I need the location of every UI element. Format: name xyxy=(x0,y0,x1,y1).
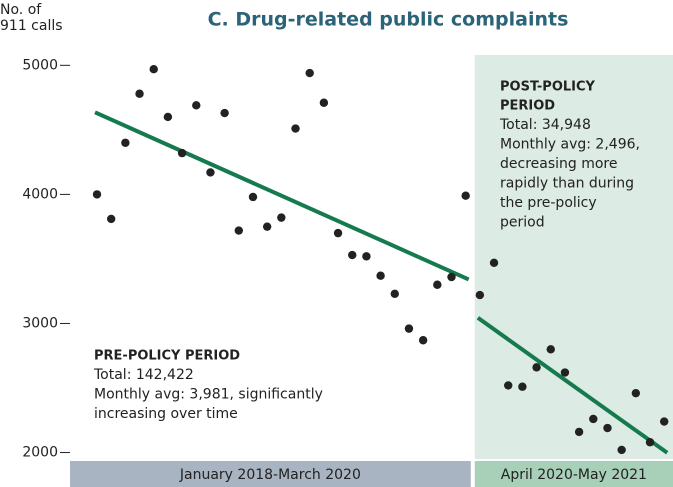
period-bar xyxy=(474,461,673,487)
data-point xyxy=(418,336,428,345)
data-point xyxy=(631,388,641,398)
data-point xyxy=(617,445,626,455)
annotation-heading: PRE-POLICY PERIOD xyxy=(94,349,240,364)
y-tick-label: 5000 xyxy=(22,57,58,73)
data-point xyxy=(106,214,116,224)
period-label: January 2018-March 2020 xyxy=(179,467,361,483)
annotation-text: decreasing more xyxy=(500,156,618,172)
data-point xyxy=(192,101,201,110)
data-point xyxy=(277,213,286,222)
y-tick-label: 2000 xyxy=(22,445,58,461)
data-point xyxy=(262,222,272,231)
data-point xyxy=(504,381,513,390)
annotation-text: Total: 142,422 xyxy=(93,367,194,383)
data-point xyxy=(248,192,258,202)
data-point xyxy=(92,190,102,199)
data-point xyxy=(447,272,456,282)
data-point xyxy=(121,138,130,147)
data-point xyxy=(518,382,527,391)
data-point xyxy=(220,108,229,118)
annotation-text: period xyxy=(500,215,545,231)
data-point xyxy=(234,226,243,235)
annotation-text: Monthly avg: 3,981, significantly xyxy=(94,387,323,403)
data-point xyxy=(376,271,385,280)
trend-line xyxy=(476,316,669,455)
data-point xyxy=(645,438,655,447)
trend-line xyxy=(94,110,470,282)
annotation-text: Monthly avg: 2,496, xyxy=(500,137,640,153)
chart-title: C. Drug-related public complaints xyxy=(208,9,569,31)
period-background xyxy=(70,55,471,459)
annotation-text: Total: 34,948 xyxy=(499,117,591,133)
annotation-text: rapidly than during xyxy=(500,176,634,192)
data-point xyxy=(163,112,173,122)
y-tick-label: 3000 xyxy=(22,315,58,331)
data-point xyxy=(560,368,570,377)
data-point xyxy=(546,345,555,354)
data-point xyxy=(433,280,442,289)
data-point xyxy=(461,191,470,200)
period-background xyxy=(474,55,673,459)
annotation-heading: PERIOD xyxy=(500,99,555,114)
data-point xyxy=(149,64,158,74)
y-axis-label: No. of xyxy=(0,2,42,18)
data-point xyxy=(305,68,314,78)
data-point xyxy=(333,228,343,238)
data-point xyxy=(135,89,144,98)
period-label: April 2020-May 2021 xyxy=(501,467,647,483)
annotation-text: increasing over time xyxy=(94,406,238,422)
period-bar xyxy=(70,461,471,487)
data-point xyxy=(177,148,187,158)
data-point xyxy=(574,427,584,437)
data-point xyxy=(390,289,399,298)
data-point xyxy=(489,258,499,268)
data-point xyxy=(589,414,598,424)
data-point xyxy=(319,98,329,107)
data-point xyxy=(291,124,300,133)
data-point xyxy=(532,363,541,372)
y-axis-label: 911 calls xyxy=(0,18,63,34)
annotation-heading: POST-POLICY xyxy=(500,80,596,95)
data-point xyxy=(404,324,414,333)
data-point xyxy=(348,250,357,260)
annotation-text: the pre-policy xyxy=(500,195,597,211)
data-point xyxy=(475,290,485,300)
data-point xyxy=(603,423,612,433)
data-point xyxy=(206,168,215,177)
data-point xyxy=(362,252,371,261)
y-tick-label: 4000 xyxy=(22,186,58,202)
data-point xyxy=(660,417,669,426)
